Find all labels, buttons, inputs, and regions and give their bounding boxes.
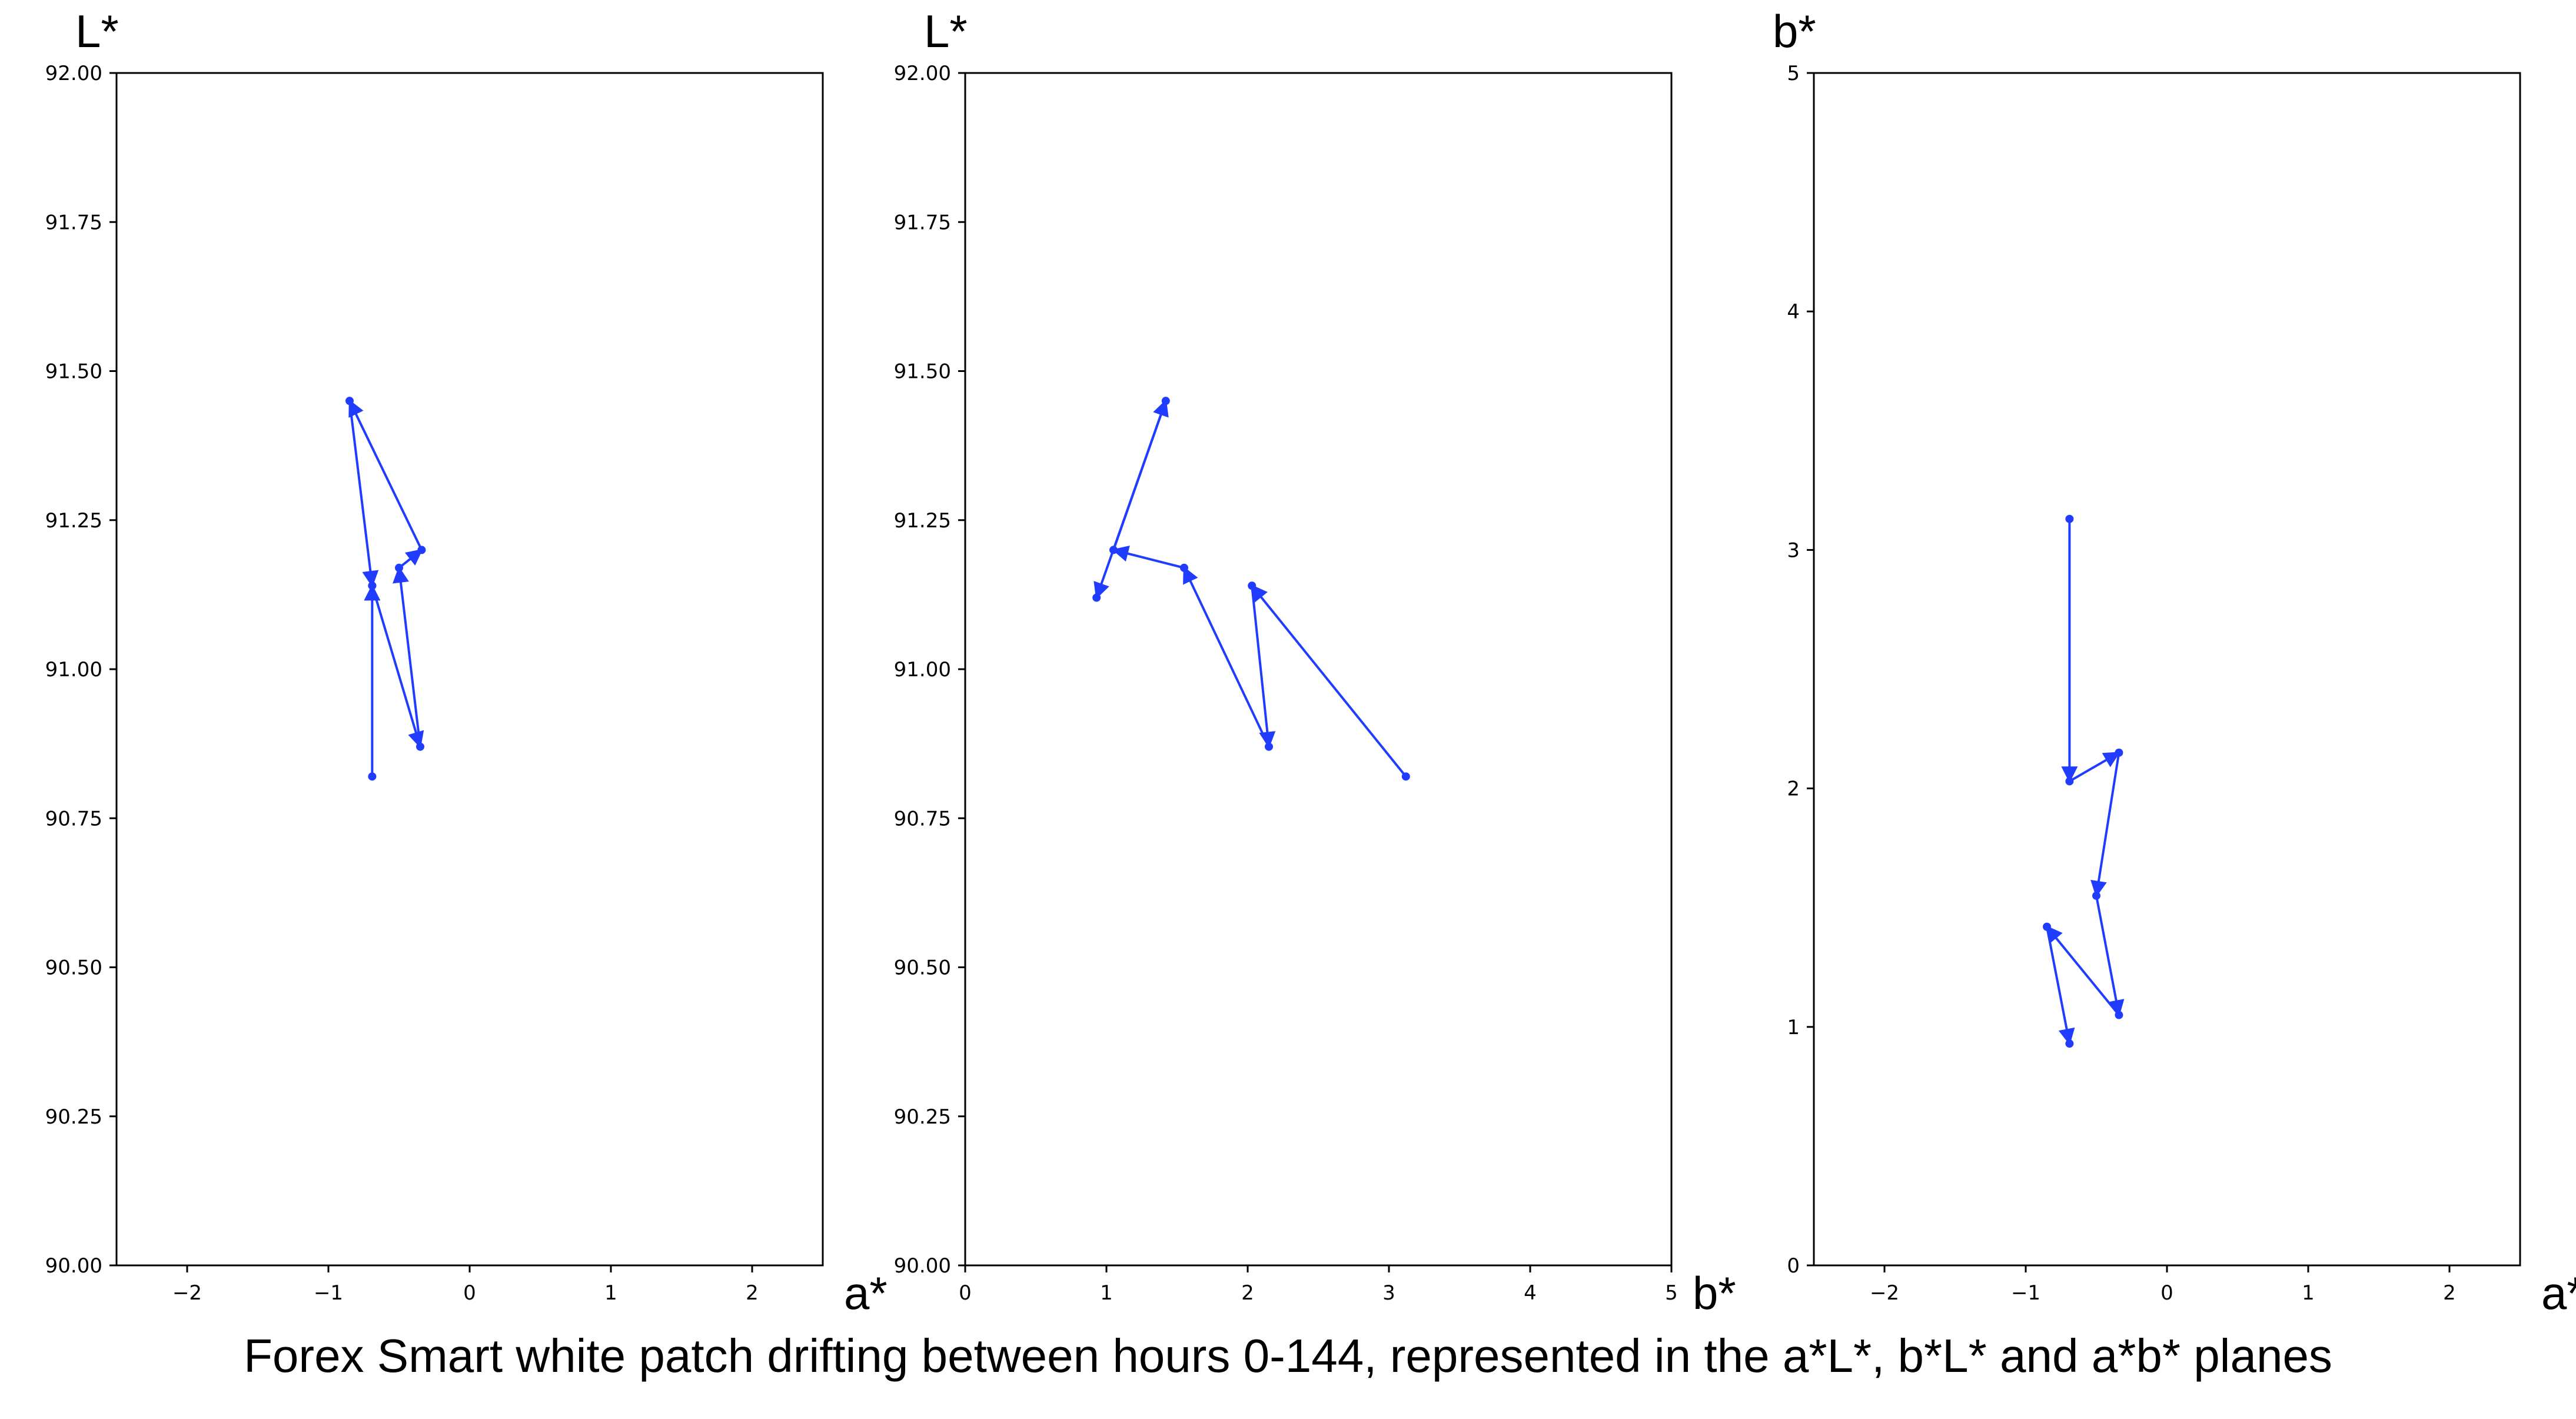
data-point: [1161, 397, 1170, 406]
y-axis-label: L*: [924, 5, 968, 57]
x-tick-label: −1: [314, 1281, 343, 1305]
data-point: [1265, 742, 1273, 751]
drift-series: [345, 397, 426, 781]
x-tick-label: 1: [1100, 1281, 1113, 1305]
drift-arrow-segment: [393, 566, 421, 747]
x-tick-label: 0: [463, 1281, 476, 1305]
drift-arrow-segment: [2069, 752, 2120, 783]
data-point: [368, 581, 377, 590]
plot-frame: [1813, 72, 2521, 1267]
drift-arrow-segment: [1183, 566, 1270, 747]
data-point: [368, 772, 377, 781]
x-tick-label: 2: [2443, 1281, 2456, 1305]
drift-arrow-segment: [371, 585, 424, 749]
data-point: [2092, 891, 2100, 900]
x-tick-label: 0: [959, 1281, 972, 1305]
drift-arrow-segment: [2046, 925, 2120, 1016]
panel-a-L: −2 −1 0 1 2 90.00 90.25 90.50 90.75 91.00 91.25 91.…: [45, 5, 888, 1319]
data-point: [2115, 1011, 2123, 1019]
y-tick-label: 90.50: [894, 956, 951, 980]
x-tick-label: 2: [1241, 1281, 1254, 1305]
data-point: [1092, 593, 1101, 602]
data-point: [345, 397, 354, 406]
x-tick-label: 2: [746, 1281, 759, 1305]
data-point: [1248, 581, 1257, 590]
x-tick-label: 3: [1382, 1281, 1395, 1305]
panel-b-L: 0 1 2 3 4 5 90.00 90.25 90.50 90.75 91.00 91.25 91.5…: [894, 5, 1736, 1319]
x-tick-label: 0: [2160, 1281, 2173, 1305]
data-point: [2115, 748, 2123, 757]
data-point: [1180, 563, 1188, 572]
y-axis-label: b*: [1773, 5, 1816, 57]
drift-series: [1092, 397, 1410, 781]
y-tick-label: 0: [1787, 1254, 1800, 1278]
y-tick-label: 4: [1787, 300, 1800, 324]
drift-arrow-segment: [1093, 400, 1167, 600]
data-point: [395, 563, 403, 572]
x-tick-label: 5: [1665, 1281, 1678, 1305]
y-tick-label: 91.25: [45, 509, 102, 533]
y-tick-label: 5: [1787, 62, 1800, 85]
x-axis-label: b*: [1693, 1267, 1736, 1319]
y-tick-label: 90.75: [45, 807, 102, 830]
data-point: [1109, 546, 1118, 554]
y-tick-label: 90.25: [45, 1105, 102, 1129]
drift-arrow-segment: [1112, 546, 1185, 569]
x-tick-label: −2: [1870, 1281, 1899, 1305]
figure-caption: Forex Smart white patch drifting between…: [244, 1330, 2332, 1382]
plot-frame: [115, 72, 824, 1267]
y-axis-label: L*: [75, 5, 119, 57]
drift-arrow-segment: [2095, 895, 2125, 1017]
y-tick-label: 2: [1787, 777, 1800, 801]
data-point: [2065, 514, 2074, 523]
y-tick-label: 90.00: [894, 1254, 951, 1278]
drift-arrow-segment: [398, 549, 423, 569]
x-axis-label: a*: [844, 1267, 888, 1319]
data-point: [416, 742, 424, 751]
x-tick-label: 4: [1524, 1281, 1537, 1305]
data-point: [2065, 1039, 2074, 1048]
y-tick-label: 90.25: [894, 1105, 951, 1129]
y-tick-label: 92.00: [45, 62, 102, 85]
x-tick-label: 1: [2302, 1281, 2315, 1305]
drift-series: [2043, 514, 2125, 1048]
y-tick-label: 90.50: [45, 956, 102, 980]
figure: −2 −1 0 1 2 90.00 90.25 90.50 90.75 91.00 91.25 91.…: [45, 5, 2576, 1319]
panel-a-b: −2 −1 0 1 2 0 1 2 3 4 5 a* b*: [1773, 5, 2576, 1319]
y-tick-label: 90.00: [45, 1254, 102, 1278]
y-tick-label: 91.75: [45, 211, 102, 234]
y-tick-label: 91.00: [894, 658, 951, 682]
data-point: [2043, 922, 2051, 931]
x-tick-label: −1: [2011, 1281, 2040, 1305]
y-tick-label: 91.50: [45, 360, 102, 384]
y-tick-label: 3: [1787, 539, 1800, 562]
y-tick-label: 91.00: [45, 658, 102, 682]
drift-arrow-segment: [1251, 584, 1407, 777]
x-tick-label: 1: [604, 1281, 617, 1305]
drift-arrow-segment: [1251, 585, 1276, 749]
x-tick-label: −2: [172, 1281, 202, 1305]
x-axis-label: a*: [2541, 1267, 2576, 1319]
data-point: [2065, 777, 2074, 786]
drift-arrow-segment: [2090, 752, 2120, 898]
drift-arrow-segment: [348, 399, 423, 551]
y-tick-label: 91.50: [894, 360, 951, 384]
data-point: [417, 546, 426, 554]
y-tick-label: 90.75: [894, 807, 951, 830]
y-tick-label: 92.00: [894, 62, 951, 85]
y-tick-label: 91.75: [894, 211, 951, 234]
y-tick-label: 91.25: [894, 509, 951, 533]
drift-arrow-segment: [348, 400, 379, 587]
drift-arrow-segment: [2046, 926, 2075, 1045]
data-point: [1401, 772, 1410, 781]
y-tick-label: 1: [1787, 1016, 1800, 1039]
